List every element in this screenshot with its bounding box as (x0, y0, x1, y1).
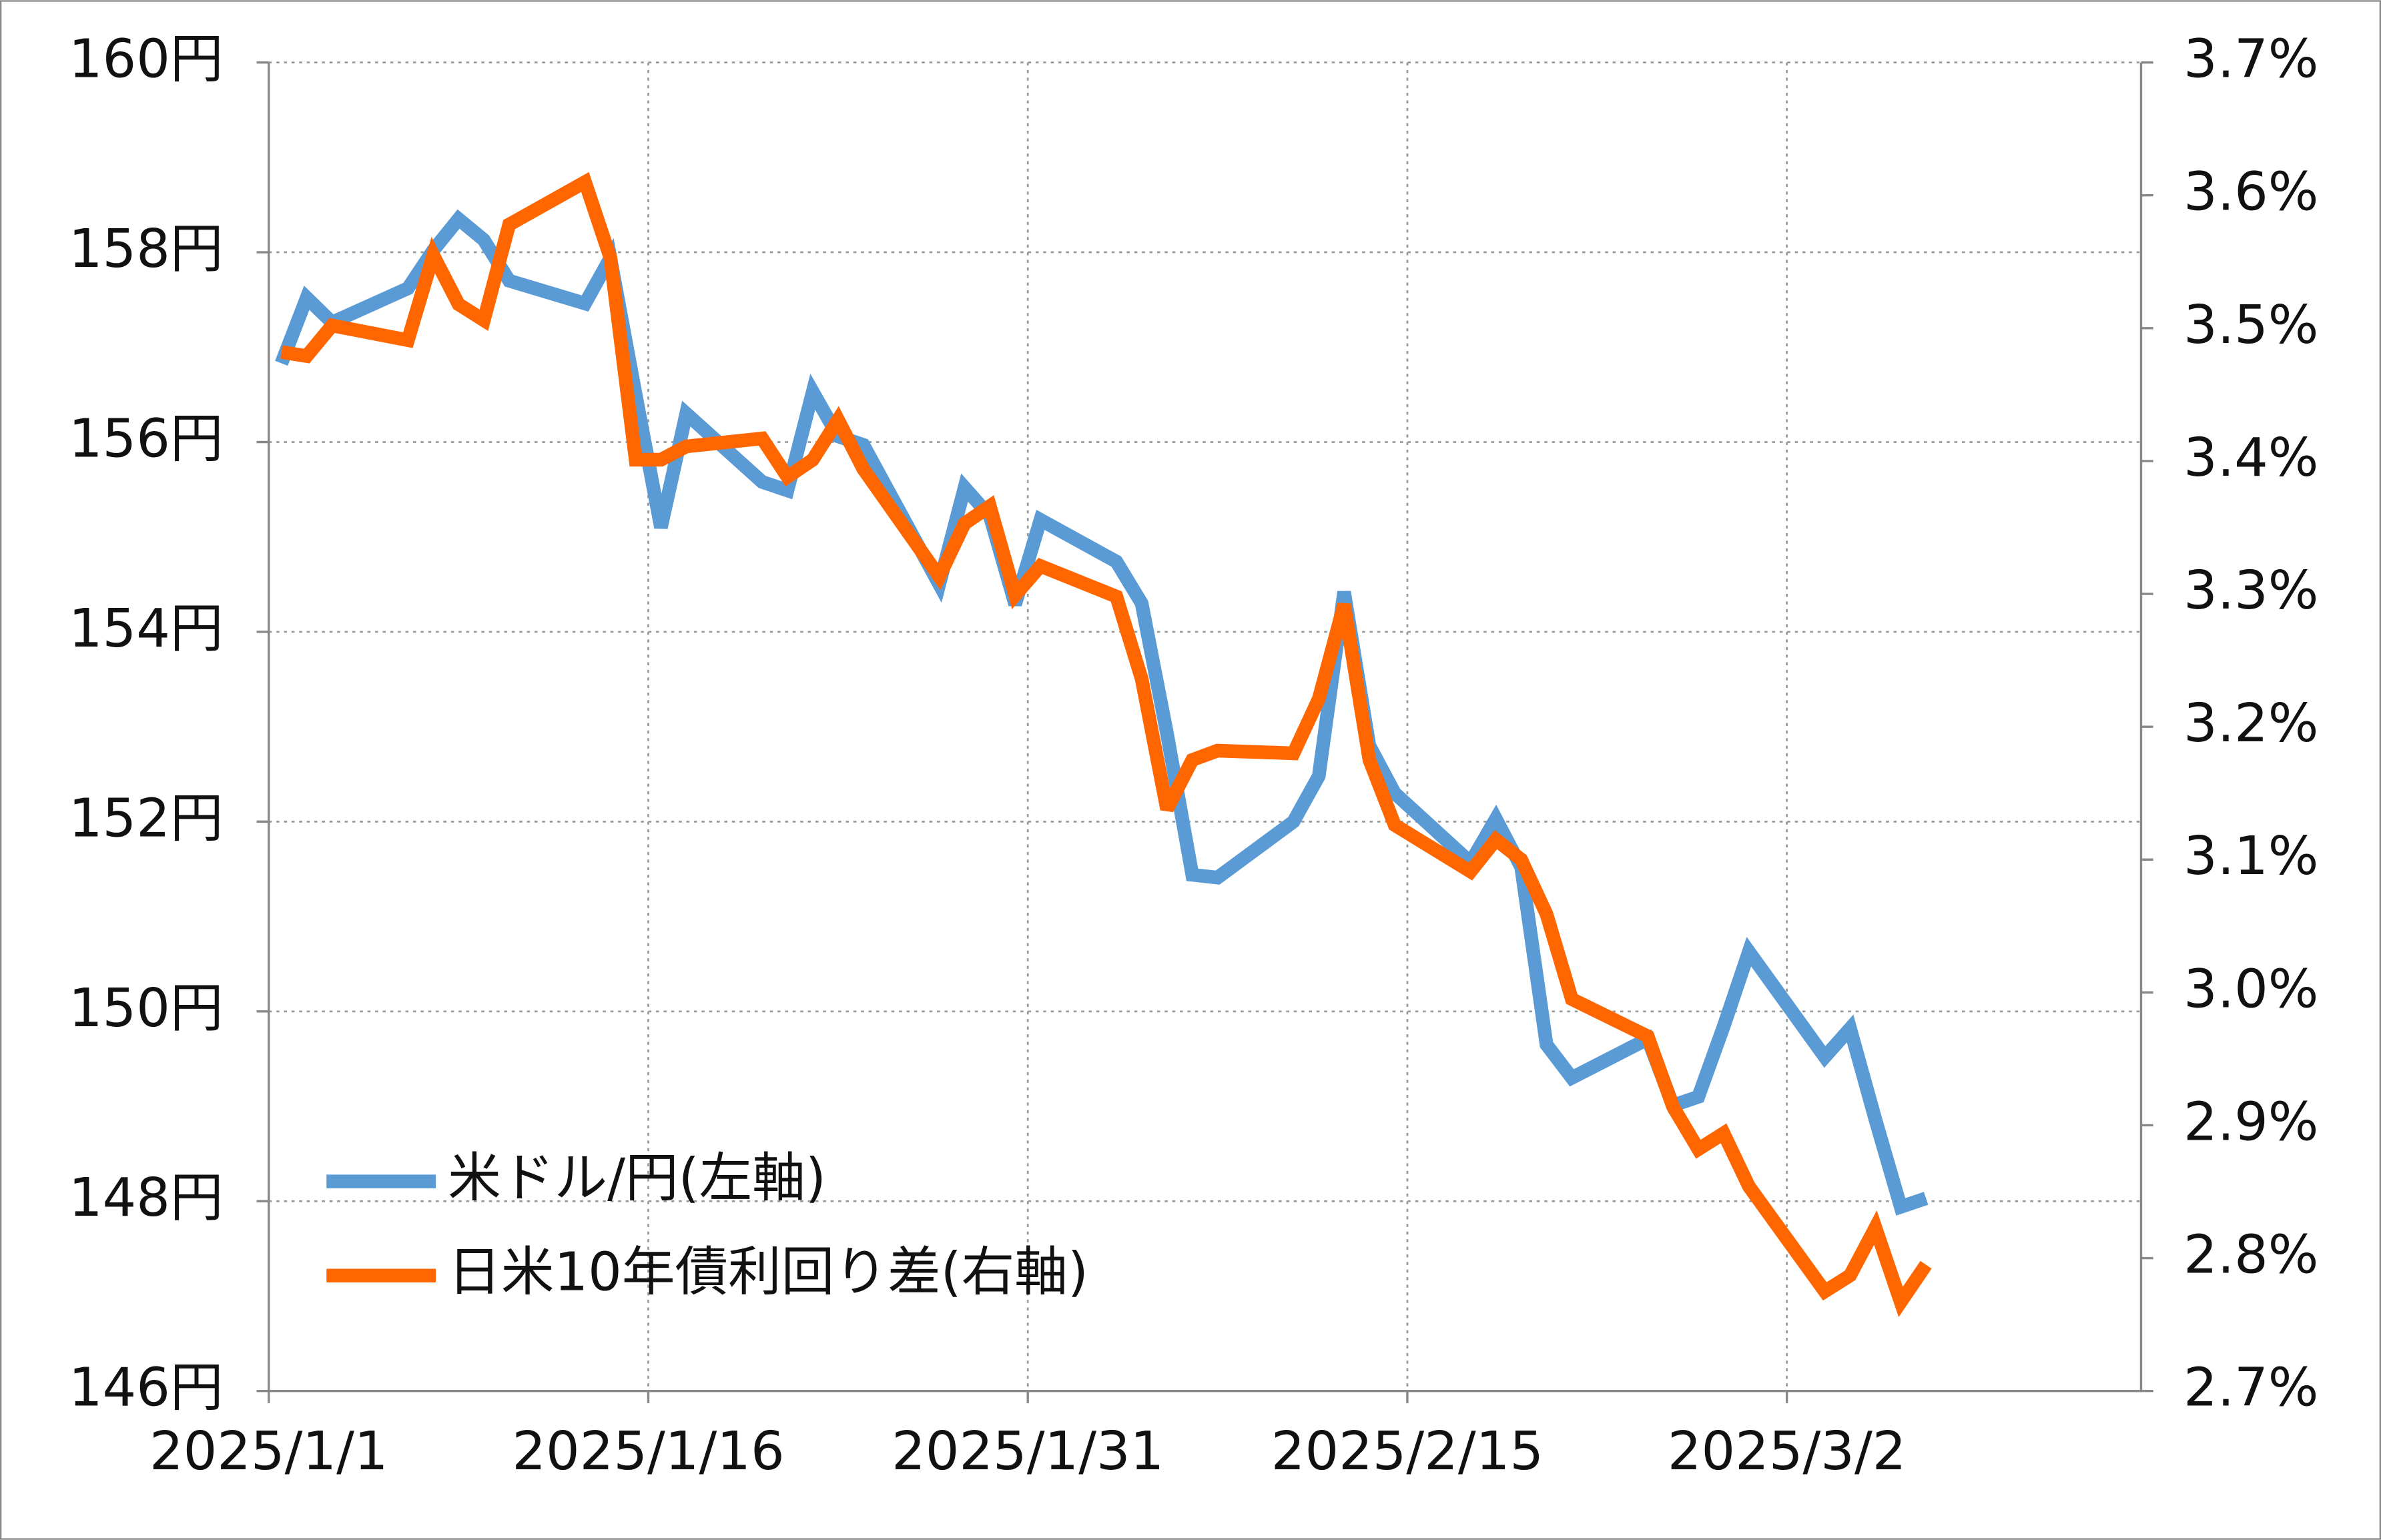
y-tick-label: 160円 (69, 28, 224, 90)
y-tick-label: 154円 (69, 597, 224, 659)
y2-tick-label: 3.4% (2183, 426, 2318, 488)
y2-tick-label: 3.0% (2183, 957, 2318, 1020)
y2-tick-label: 3.1% (2183, 825, 2318, 887)
x-tick-label: 2025/3/2 (1668, 1420, 1907, 1482)
y2-tick-label: 3.7% (2183, 28, 2318, 90)
y-tick-label: 156円 (69, 407, 224, 469)
x-tick-label: 2025/1/1 (149, 1420, 388, 1482)
x-tick-label: 2025/1/16 (512, 1420, 784, 1482)
y2-tick-label: 3.3% (2183, 559, 2318, 621)
y-tick-label: 158円 (69, 218, 224, 280)
series-line (280, 171, 1932, 1318)
y2-tick-label: 2.7% (2183, 1357, 2318, 1419)
y2-tick-label: 2.9% (2183, 1090, 2318, 1152)
y-tick-label: 150円 (69, 977, 224, 1039)
y2-tick-label: 3.6% (2183, 161, 2318, 223)
legend-label: 日米10年債利回り差(右軸) (448, 1241, 1088, 1303)
x-tick-label: 2025/2/15 (1271, 1420, 1544, 1482)
y2-tick-label: 3.5% (2183, 294, 2318, 356)
y2-tick-label: 3.2% (2183, 692, 2318, 754)
y-tick-label: 146円 (69, 1357, 224, 1419)
y2-tick-label: 2.8% (2183, 1224, 2318, 1286)
y-tick-label: 148円 (69, 1166, 224, 1228)
x-tick-label: 2025/1/31 (892, 1420, 1164, 1482)
y-tick-label: 152円 (69, 787, 224, 849)
legend-label: 米ドル/円(左軸) (448, 1147, 826, 1209)
